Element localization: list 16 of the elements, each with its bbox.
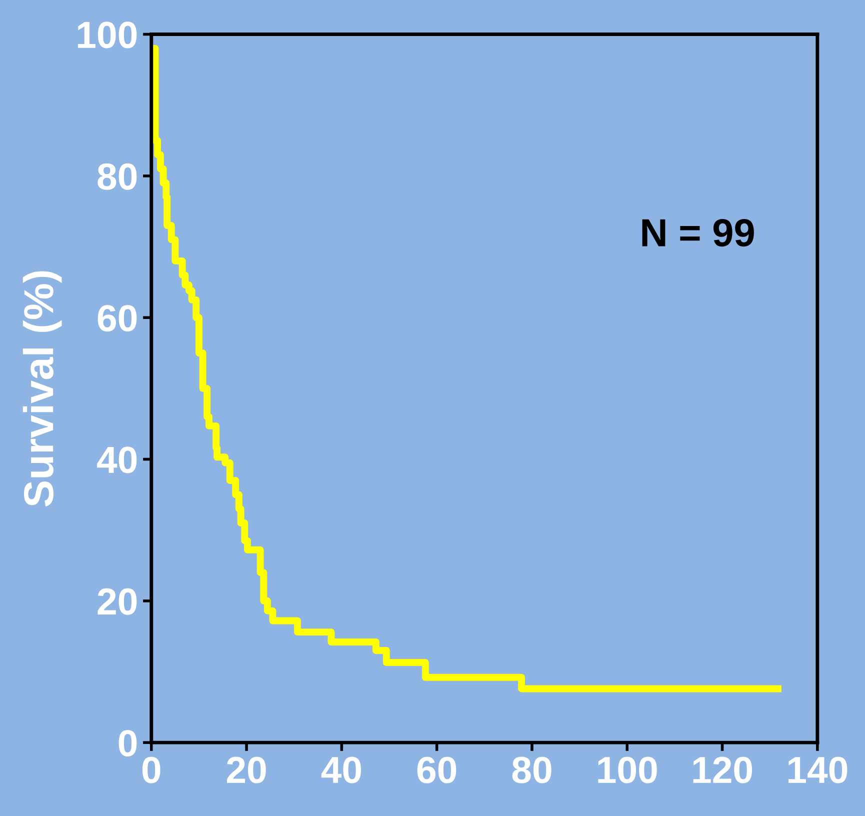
y-tick-label: 80 (98, 163, 137, 190)
x-tick-label: 120 (693, 756, 752, 784)
x-tick-label: 0 (142, 756, 160, 784)
x-tick-label: 40 (321, 756, 361, 784)
annotation: N = 99 (642, 219, 754, 247)
y-axis-title: Survival (%) (22, 271, 62, 506)
y-tick-label: 60 (98, 304, 137, 332)
y-tick-label: 40 (97, 446, 137, 474)
y-tick-label: 20 (98, 588, 137, 615)
x-tick-label: 100 (598, 756, 657, 784)
x-tick-label: 140 (788, 756, 848, 784)
x-tick-label: 20 (226, 756, 266, 784)
x-tick-label: 60 (417, 756, 456, 784)
y-tick-label: 100 (78, 22, 137, 48)
y-tick-label: 0 (118, 730, 137, 757)
x-tick-label: 80 (512, 756, 552, 784)
